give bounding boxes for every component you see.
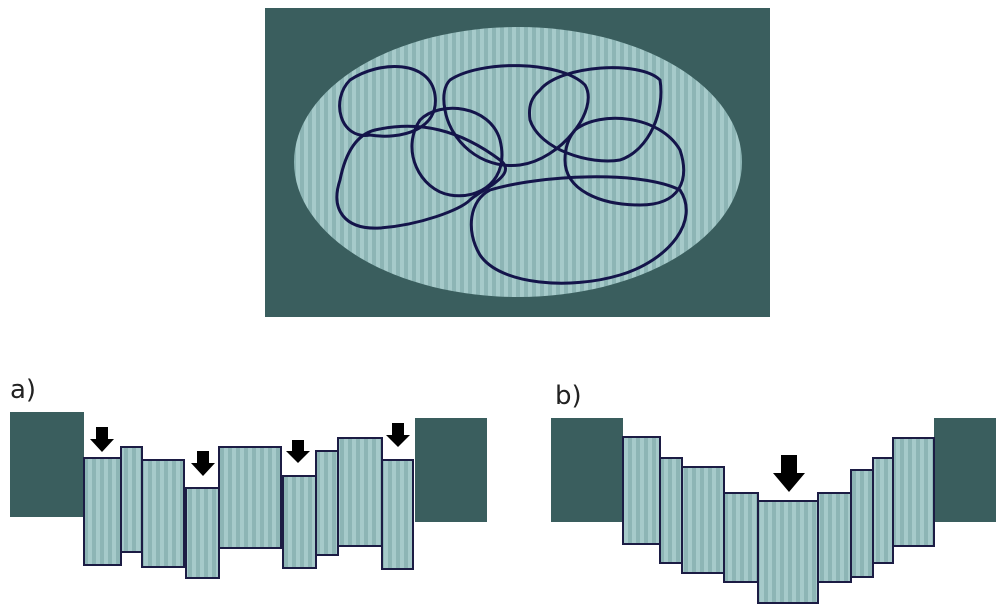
polymer-chain	[335, 64, 688, 285]
panel-label: a)	[10, 375, 36, 405]
panel-label: b)	[555, 381, 582, 411]
panel-b	[551, 418, 996, 604]
panel-a	[10, 412, 487, 579]
ellipse	[294, 27, 742, 297]
